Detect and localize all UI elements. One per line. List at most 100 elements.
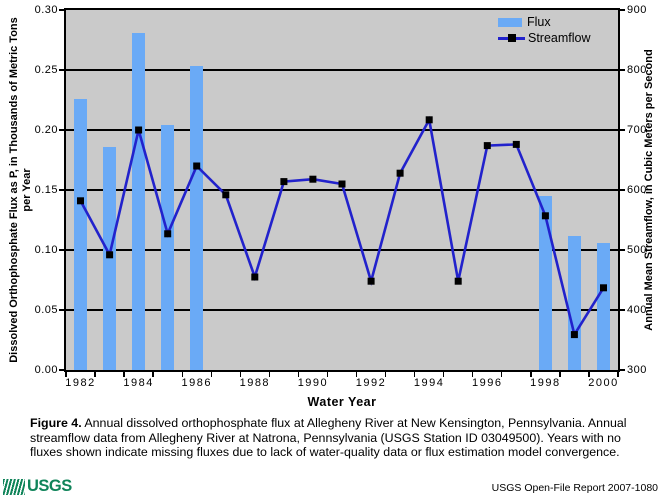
- x-tick-label: 1982: [65, 377, 96, 389]
- y-right-tick-label: 500: [627, 244, 647, 256]
- y-left-tick-label: 0.00: [34, 364, 58, 376]
- y-right-tick-label: 600: [627, 184, 647, 196]
- footer: USGS USGS Open-File Report 2007-1080: [0, 476, 669, 498]
- x-tickmark: [355, 372, 358, 377]
- y-right-tickmark: [620, 69, 625, 71]
- y-right-tick-label: 700: [627, 124, 647, 136]
- x-tickmark: [501, 372, 503, 377]
- streamflow-marker-1998: [541, 212, 549, 220]
- streamflow-marker-1984: [135, 126, 143, 134]
- legend-label-streamflow: Streamflow: [528, 31, 591, 45]
- legend-label-flux: Flux: [527, 15, 551, 29]
- x-tickmark: [413, 372, 416, 377]
- streamflow-marker-1992: [367, 277, 375, 285]
- streamflow-marker-1986: [193, 162, 201, 170]
- gridline: [66, 129, 618, 131]
- y-left-tickmark: [59, 249, 64, 251]
- y-left-tick-label: 0.20: [34, 124, 58, 136]
- flux-bar-2000: [596, 242, 610, 370]
- x-tick-label: 1996: [472, 377, 503, 389]
- streamflow-marker-1994: [425, 116, 433, 124]
- flux-bar-1982: [74, 98, 88, 370]
- x-tickmark: [472, 372, 474, 377]
- flux-bar-1984: [132, 32, 146, 370]
- x-tickmark: [588, 372, 590, 377]
- gridline: [66, 189, 618, 191]
- flux-bar-1986: [190, 66, 204, 370]
- streamflow-marker-1988: [251, 273, 259, 281]
- y-left-tick-label: 0.15: [34, 184, 58, 196]
- streamflow-marker-1995: [454, 277, 462, 285]
- x-tick-label: 1998: [530, 377, 561, 389]
- x-tick-label: 1988: [239, 377, 271, 389]
- y-right-tickmark: [620, 129, 625, 131]
- flux-bar-1983: [103, 146, 117, 370]
- y-left-tick-label: 0.05: [34, 304, 58, 316]
- gridline: [66, 309, 618, 311]
- streamflow-marker-1997: [512, 140, 520, 148]
- y-right-tickmark: [620, 9, 625, 11]
- gridline: [66, 249, 618, 251]
- y-right-tickmark: [620, 249, 625, 251]
- x-tick-label: 1984: [123, 377, 154, 389]
- flux-bar-1998: [538, 196, 552, 370]
- x-axis-title: Water Year: [307, 395, 377, 409]
- legend: Flux Streamflow: [498, 14, 591, 46]
- gridline: [66, 69, 618, 71]
- streamflow-marker-1993: [396, 169, 404, 177]
- y-left-tickmark: [59, 9, 64, 11]
- plot-area: Flux Streamflow: [64, 8, 620, 372]
- y-left-tickmark: [59, 309, 64, 311]
- x-tickmark: [530, 372, 532, 377]
- x-tickmark: [326, 372, 329, 377]
- y-right-tick-label: 300: [627, 364, 647, 376]
- streamflow-marker-1996: [483, 142, 491, 150]
- y-left-tickmark: [59, 69, 64, 71]
- y-right-tick-label: 800: [627, 64, 647, 76]
- streamflow-line-swatch-icon: [498, 33, 525, 42]
- x-tickmark: [617, 372, 619, 377]
- x-tick-label: 1992: [355, 377, 387, 389]
- streamflow-line: [77, 115, 607, 339]
- report-number: USGS Open-File Report 2007-1080: [491, 482, 658, 494]
- y-right-tick-label: 400: [627, 304, 647, 316]
- x-tickmark: [268, 372, 271, 377]
- y-left-tick-label: 0.10: [34, 244, 58, 256]
- y-left-tickmark: [59, 189, 64, 191]
- streamflow-marker-1989: [280, 178, 288, 186]
- y-left-tick-label: 0.25: [34, 64, 58, 76]
- streamflow-marker-1999: [570, 331, 578, 339]
- y-right-tickmark: [620, 309, 625, 311]
- x-tick-label: 1990: [297, 377, 329, 389]
- usgs-wave-icon: [3, 478, 25, 495]
- x-tickmark: [239, 372, 241, 377]
- x-tick-label: 2000: [588, 377, 619, 389]
- x-tickmark: [152, 372, 154, 377]
- usgs-logo-text: USGS: [27, 477, 72, 495]
- streamflow-marker-1982: [77, 197, 84, 205]
- x-tickmark: [442, 372, 445, 377]
- streamflow-marker-1985: [164, 230, 172, 238]
- x-tickmark: [210, 372, 212, 377]
- streamflow-marker-2000: [600, 284, 607, 292]
- flux-bar-swatch-icon: [498, 17, 522, 27]
- y-left-tick-label: 0.30: [34, 4, 58, 16]
- x-tick-label: 1986: [181, 377, 212, 389]
- x-tickmark: [297, 372, 300, 377]
- usgs-logo: USGS: [3, 477, 72, 496]
- streamflow-marker-1983: [106, 251, 114, 259]
- x-tickmark: [94, 372, 96, 377]
- caption-text: Annual dissolved orthophosphate flux at …: [30, 416, 627, 460]
- caption-label: Figure 4.: [30, 416, 82, 430]
- x-tickmark: [559, 372, 561, 377]
- flux-bar-1985: [161, 125, 175, 370]
- y-left-tickmark: [59, 369, 64, 371]
- x-tickmark: [181, 372, 183, 377]
- y-left-tickmark: [59, 129, 64, 131]
- y-right-tickmark: [620, 369, 625, 371]
- figure-caption: Figure 4. Annual dissolved orthophosphat…: [30, 416, 638, 460]
- streamflow-marker-1987: [222, 191, 230, 199]
- x-tick-label: 1994: [413, 377, 445, 389]
- x-tickmark: [65, 372, 67, 377]
